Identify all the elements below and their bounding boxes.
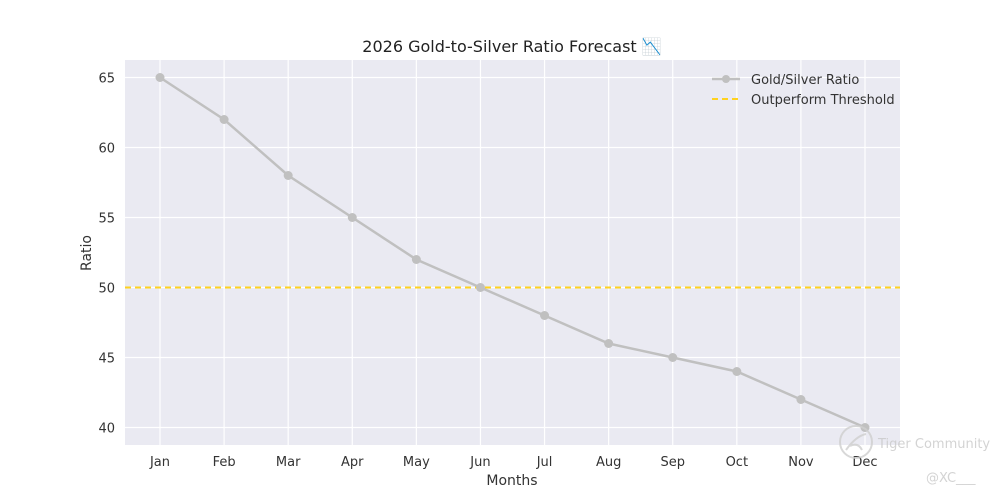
x-tick-labels: Jan Feb Mar Apr May Jun Jul Aug Sep Oct Nov Dec [149,455,878,470]
x-tick-label: Apr [341,455,364,470]
data-point [347,213,357,222]
y-axis-label: Ratio [79,235,95,271]
x-tick-label: Jun [469,455,490,470]
x-tick-label: Sep [660,455,685,470]
legend-series-marker [722,75,730,83]
x-tick-label: Nov [788,455,814,470]
data-point [475,283,485,292]
grid [125,60,900,445]
data-point [668,353,678,362]
y-tick-label: 60 [98,142,115,157]
plot-area [125,60,900,445]
legend: Gold/Silver Ratio Outperform Threshold [712,73,895,108]
data-point [796,395,806,404]
chart-title: 2026 Gold-to-Silver Ratio Forecast 📉 [362,37,661,56]
y-tick-label: 45 [98,352,115,367]
data-point [732,367,742,376]
legend-series-label: Gold/Silver Ratio [751,73,859,88]
watermark-handle: @XC___ [926,471,976,486]
data-point [411,255,421,264]
y-tick-label: 50 [98,282,115,297]
data-point [219,115,229,124]
y-tick-label: 65 [98,72,115,87]
x-axis-label: Months [486,473,537,489]
x-tick-label: Aug [596,455,621,470]
watermark-brand: Tiger Community [877,437,990,452]
x-tick-label: Mar [276,455,301,470]
watermark-logo: Tiger Community @XC___ [839,425,990,486]
y-tick-label: 55 [98,212,115,227]
x-tick-label: Jul [536,455,553,470]
data-points [155,73,870,432]
data-point [604,339,614,348]
y-tick-labels: 40 45 50 55 60 65 [98,72,115,437]
data-point [540,311,550,320]
x-tick-label: May [403,455,430,470]
x-tick-label: Feb [213,455,236,470]
y-tick-label: 40 [98,422,115,437]
tiger-logo-stroke [845,433,867,451]
series-line [159,76,866,429]
legend-threshold-label: Outperform Threshold [751,93,895,108]
data-point [155,73,165,82]
x-tick-label: Oct [726,455,748,470]
data-point [283,171,293,180]
x-tick-label: Jan [149,455,170,470]
tiger-logo-icon [839,425,873,459]
